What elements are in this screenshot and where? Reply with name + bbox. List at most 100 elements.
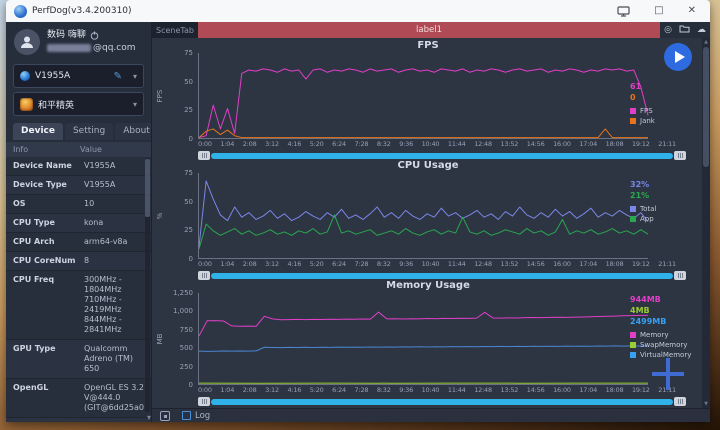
legend-item-Memory[interactable]: Memory xyxy=(630,331,696,339)
table-row[interactable]: GPU Frequnavailable xyxy=(6,418,151,422)
x-tick-label: 7:28 xyxy=(355,140,369,150)
x-tick-label: 4:16 xyxy=(287,386,301,396)
app-select[interactable]: 和平精英 ▾ xyxy=(13,92,144,116)
legend-item-Jank[interactable]: Jank xyxy=(630,117,696,125)
legend-item-FPS[interactable]: FPS xyxy=(630,107,696,115)
slider-right-handle[interactable] xyxy=(674,151,686,160)
time-range-slider[interactable] xyxy=(198,151,686,160)
x-tick-label: 12:48 xyxy=(474,386,492,396)
legend-swatch xyxy=(630,352,636,358)
x-tick-label: 13:52 xyxy=(500,386,518,396)
user-card: 数码 嗨聊 @qq.com xyxy=(6,22,151,60)
value-cell: OpenGL ES 3.2 V@444.0 (GIT@6dd25a0 xyxy=(80,379,151,417)
value-cell: 8 xyxy=(80,252,151,270)
table-row[interactable]: CPU CoreNum8 xyxy=(6,252,151,271)
slider-right-handle[interactable] xyxy=(674,397,686,406)
table-row[interactable]: CPU Typekona xyxy=(6,214,151,233)
slider-track[interactable] xyxy=(211,153,673,159)
info-cell: Device Type xyxy=(6,176,80,194)
x-tick-label: 17:04 xyxy=(579,386,597,396)
logout-power-icon[interactable] xyxy=(90,31,99,40)
memory-plot[interactable] xyxy=(198,293,648,385)
slider-track[interactable] xyxy=(211,273,673,279)
panel-toggle-icon[interactable] xyxy=(160,411,170,421)
slider-left-handle[interactable] xyxy=(198,151,210,160)
value-cell: 300MHz - 1804MHz 710MHz - 2419MHz 844MHz… xyxy=(80,271,151,339)
scroll-up-icon[interactable]: ▲ xyxy=(702,39,710,45)
x-tick-label: 17:04 xyxy=(579,260,597,270)
y-tick-label: 1,000 xyxy=(173,307,193,315)
slider-left-handle[interactable] xyxy=(198,397,210,406)
x-tick-label: 5:20 xyxy=(310,260,324,270)
tab-setting[interactable]: Setting xyxy=(65,123,113,140)
scroll-down-icon[interactable]: ▾ xyxy=(147,413,151,422)
x-tick-label: 10:40 xyxy=(422,140,440,150)
y-tick-label: 750 xyxy=(180,326,193,334)
x-tick-label: 18:08 xyxy=(606,140,624,150)
play-button[interactable] xyxy=(664,43,692,71)
add-chart-button[interactable] xyxy=(652,358,684,390)
y-axis-label: % xyxy=(156,198,166,234)
x-tick-label: 6:24 xyxy=(332,140,346,150)
x-tick-label: 16:00 xyxy=(553,386,571,396)
cpu-legend: 32%21%TotalApp xyxy=(630,180,696,223)
series-VirtualMemory xyxy=(199,346,648,352)
x-tick-label: 10:40 xyxy=(422,260,440,270)
legend-item-SwapMemory[interactable]: SwapMemory xyxy=(630,341,696,349)
chart-title: Memory Usage xyxy=(156,280,700,293)
time-range-slider[interactable] xyxy=(198,271,686,280)
value-cell: arm64-v8a xyxy=(80,233,151,251)
title-bar[interactable]: PerfDog(v3.4.200310) □ ✕ xyxy=(6,0,710,22)
scene-label-bar[interactable]: label1 xyxy=(198,22,660,38)
table-row[interactable]: CPU Archarm64-v8a xyxy=(6,233,151,252)
tab-device[interactable]: Device xyxy=(13,123,63,140)
x-tick-label: 10:40 xyxy=(422,386,440,396)
table-row[interactable]: OpenGLOpenGL ES 3.2 V@444.0 (GIT@6dd25a0 xyxy=(6,379,151,418)
x-tick-label: 0:00 xyxy=(198,386,212,396)
table-row[interactable]: Device NameV1955A xyxy=(6,157,151,176)
record-icon[interactable]: ◎ xyxy=(664,26,672,35)
info-cell: OpenGL xyxy=(6,379,80,417)
table-scrollbar[interactable] xyxy=(145,158,150,412)
x-tick-label: 1:04 xyxy=(220,260,234,270)
x-tick-label: 2:08 xyxy=(243,386,257,396)
tab-about[interactable]: About xyxy=(115,123,152,140)
close-button[interactable]: ✕ xyxy=(688,6,696,16)
table-row[interactable]: OS10 xyxy=(6,195,151,214)
x-tick-label: 8:32 xyxy=(377,140,391,150)
scroll-down-icon[interactable]: ▼ xyxy=(702,401,710,407)
legend-item-Total[interactable]: Total xyxy=(630,205,696,213)
table-row[interactable]: GPU TypeQualcomm Adreno (TM) 650 xyxy=(6,340,151,379)
slider-left-handle[interactable] xyxy=(198,271,210,280)
table-row[interactable]: Device TypeV1955A xyxy=(6,176,151,195)
log-checkbox[interactable] xyxy=(182,411,191,420)
legend-swatch xyxy=(630,342,636,348)
device-select[interactable]: V1955A ✎ ▾ xyxy=(13,64,144,88)
x-tick-label: 5:20 xyxy=(310,386,324,396)
maximize-button[interactable]: □ xyxy=(654,6,663,16)
edit-icon[interactable]: ✎ xyxy=(114,71,122,82)
value-cell: unavailable xyxy=(80,418,151,422)
slider-right-handle[interactable] xyxy=(674,271,686,280)
table-row[interactable]: CPU Freq300MHz - 1804MHz 710MHz - 2419MH… xyxy=(6,271,151,340)
avatar[interactable] xyxy=(14,29,40,55)
current-value: 4MB xyxy=(630,306,696,316)
slider-track[interactable] xyxy=(211,399,673,405)
scene-tab[interactable]: SceneTab xyxy=(152,22,198,38)
current-value: 0 xyxy=(630,93,696,103)
current-value: 32% xyxy=(630,180,696,190)
x-tick-label: 16:00 xyxy=(553,260,571,270)
device-icon xyxy=(20,71,30,81)
time-range-slider[interactable] xyxy=(198,397,686,406)
legend-item-App[interactable]: App xyxy=(630,215,696,223)
chart-title: CPU Usage xyxy=(156,160,700,173)
cpu-plot[interactable] xyxy=(198,173,648,259)
fps-plot[interactable] xyxy=(198,53,648,139)
cpu-chart: CPU Usage % 7550250 32%21%TotalApp 0:001… xyxy=(156,160,700,280)
vertical-scrollbar[interactable]: ▲ ▼ xyxy=(702,38,710,408)
x-tick-label: 4:16 xyxy=(287,260,301,270)
folder-icon[interactable] xyxy=(679,24,690,36)
monitor-icon[interactable] xyxy=(617,6,630,17)
chevron-down-icon: ▾ xyxy=(133,72,137,81)
cloud-icon[interactable]: ☁ xyxy=(697,26,706,35)
